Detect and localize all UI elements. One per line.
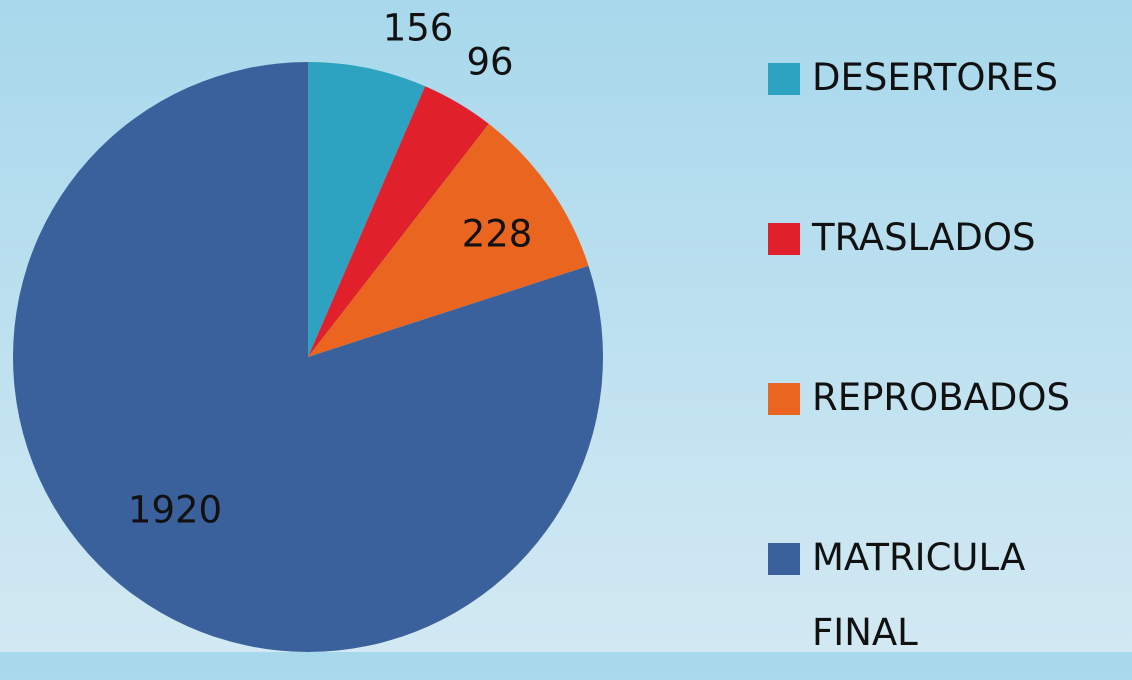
page: 156 96 228 1920 DESERTORES TRASLADOS REPROBAD… — [0, 0, 1132, 654]
legend-label: REPROBADOS — [812, 376, 1071, 419]
legend-label: TRASLADOS — [812, 216, 1036, 259]
legend-swatch — [768, 543, 800, 575]
pie-slice — [308, 86, 489, 357]
pie-slice — [308, 62, 426, 357]
legend: DESERTORES TRASLADOS REPROBADOS MATRICULA F… — [768, 40, 1128, 680]
legend-swatch — [768, 383, 800, 415]
legend-item: TRASLADOS — [768, 200, 1128, 360]
legend-swatch — [768, 63, 800, 95]
data-label: 228 — [462, 213, 533, 256]
legend-label: MATRICULA FINAL — [812, 536, 1026, 654]
data-label: 96 — [466, 41, 513, 84]
legend-item: MATRICULA FINAL — [768, 520, 1128, 680]
pie-slice — [308, 123, 589, 358]
legend-swatch — [768, 223, 800, 255]
pie-slice — [12, 62, 603, 652]
chart: 156 96 228 1920 — [12, 7, 603, 652]
legend-item: REPROBADOS — [768, 360, 1128, 520]
legend-label: DESERTORES — [812, 56, 1059, 99]
data-label: 156 — [383, 7, 454, 50]
data-label: 1920 — [128, 489, 222, 532]
legend-item: DESERTORES — [768, 40, 1128, 200]
